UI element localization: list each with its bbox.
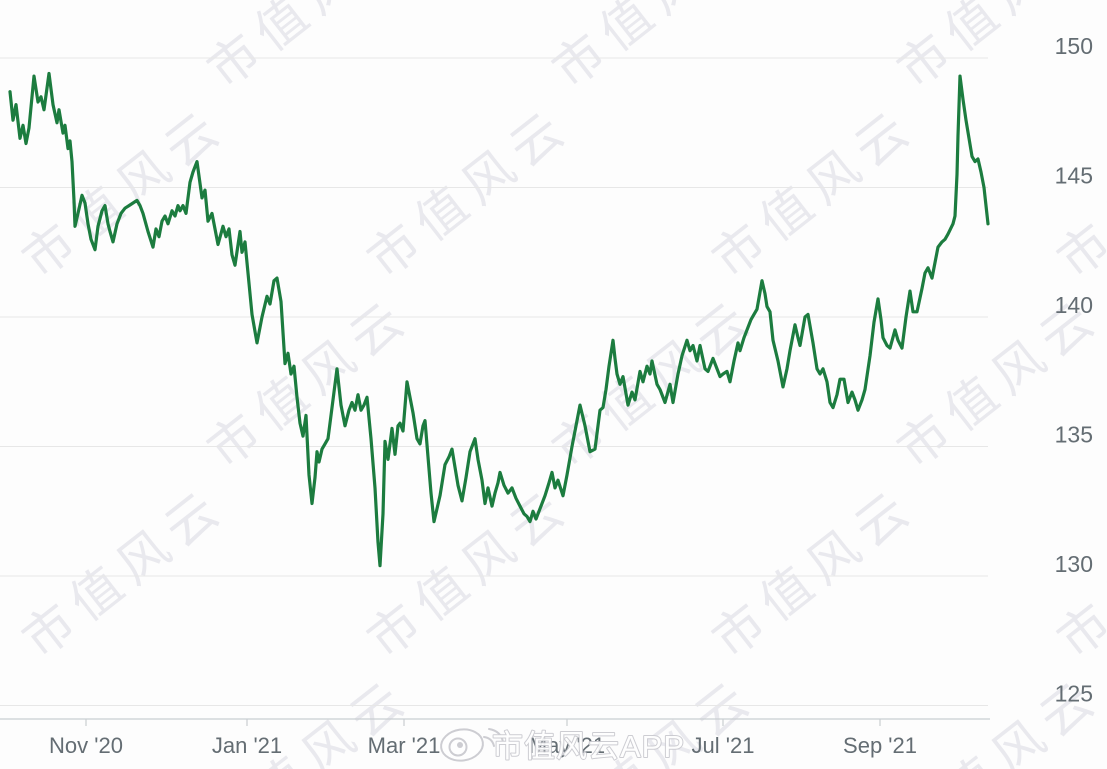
y-axis-label: 140 — [1055, 292, 1093, 318]
watermark-tile: 市值风云 — [12, 477, 236, 669]
watermark-tile: 市值风云 — [702, 477, 926, 669]
y-axis-label: 125 — [1055, 681, 1093, 707]
x-axis-label: Jul '21 — [692, 733, 755, 758]
x-axis-label: Jan '21 — [212, 733, 282, 758]
x-axis-label: Nov '20 — [49, 733, 123, 758]
x-axis-label: Mar '21 — [368, 733, 441, 758]
watermark-tile: 市值风云 — [357, 477, 581, 669]
brand-watermark-text: 市值风云APP — [492, 729, 685, 764]
watermark-tile: 市值风云 — [542, 287, 766, 479]
y-axis-label: 150 — [1055, 33, 1093, 59]
y-axis-label: 130 — [1055, 551, 1093, 577]
brand-watermark: 市值风云APP — [440, 728, 685, 765]
y-axis-label: 135 — [1055, 422, 1093, 448]
watermark-tile: 市值风云 — [542, 0, 766, 99]
x-axis-label: May '21 — [529, 733, 605, 758]
watermark-tile: 市值风云 — [702, 97, 926, 289]
watermark-tile: 市值风云 — [1047, 97, 1107, 289]
price-line-series — [8, 71, 990, 568]
x-axis-label: Sep '21 — [843, 733, 917, 758]
weibo-logo-icon — [440, 728, 504, 762]
watermark-tile: 市值风云 — [197, 0, 421, 99]
y-axis-label: 145 — [1055, 163, 1093, 189]
watermark-tile: 市值风云 — [357, 97, 581, 289]
